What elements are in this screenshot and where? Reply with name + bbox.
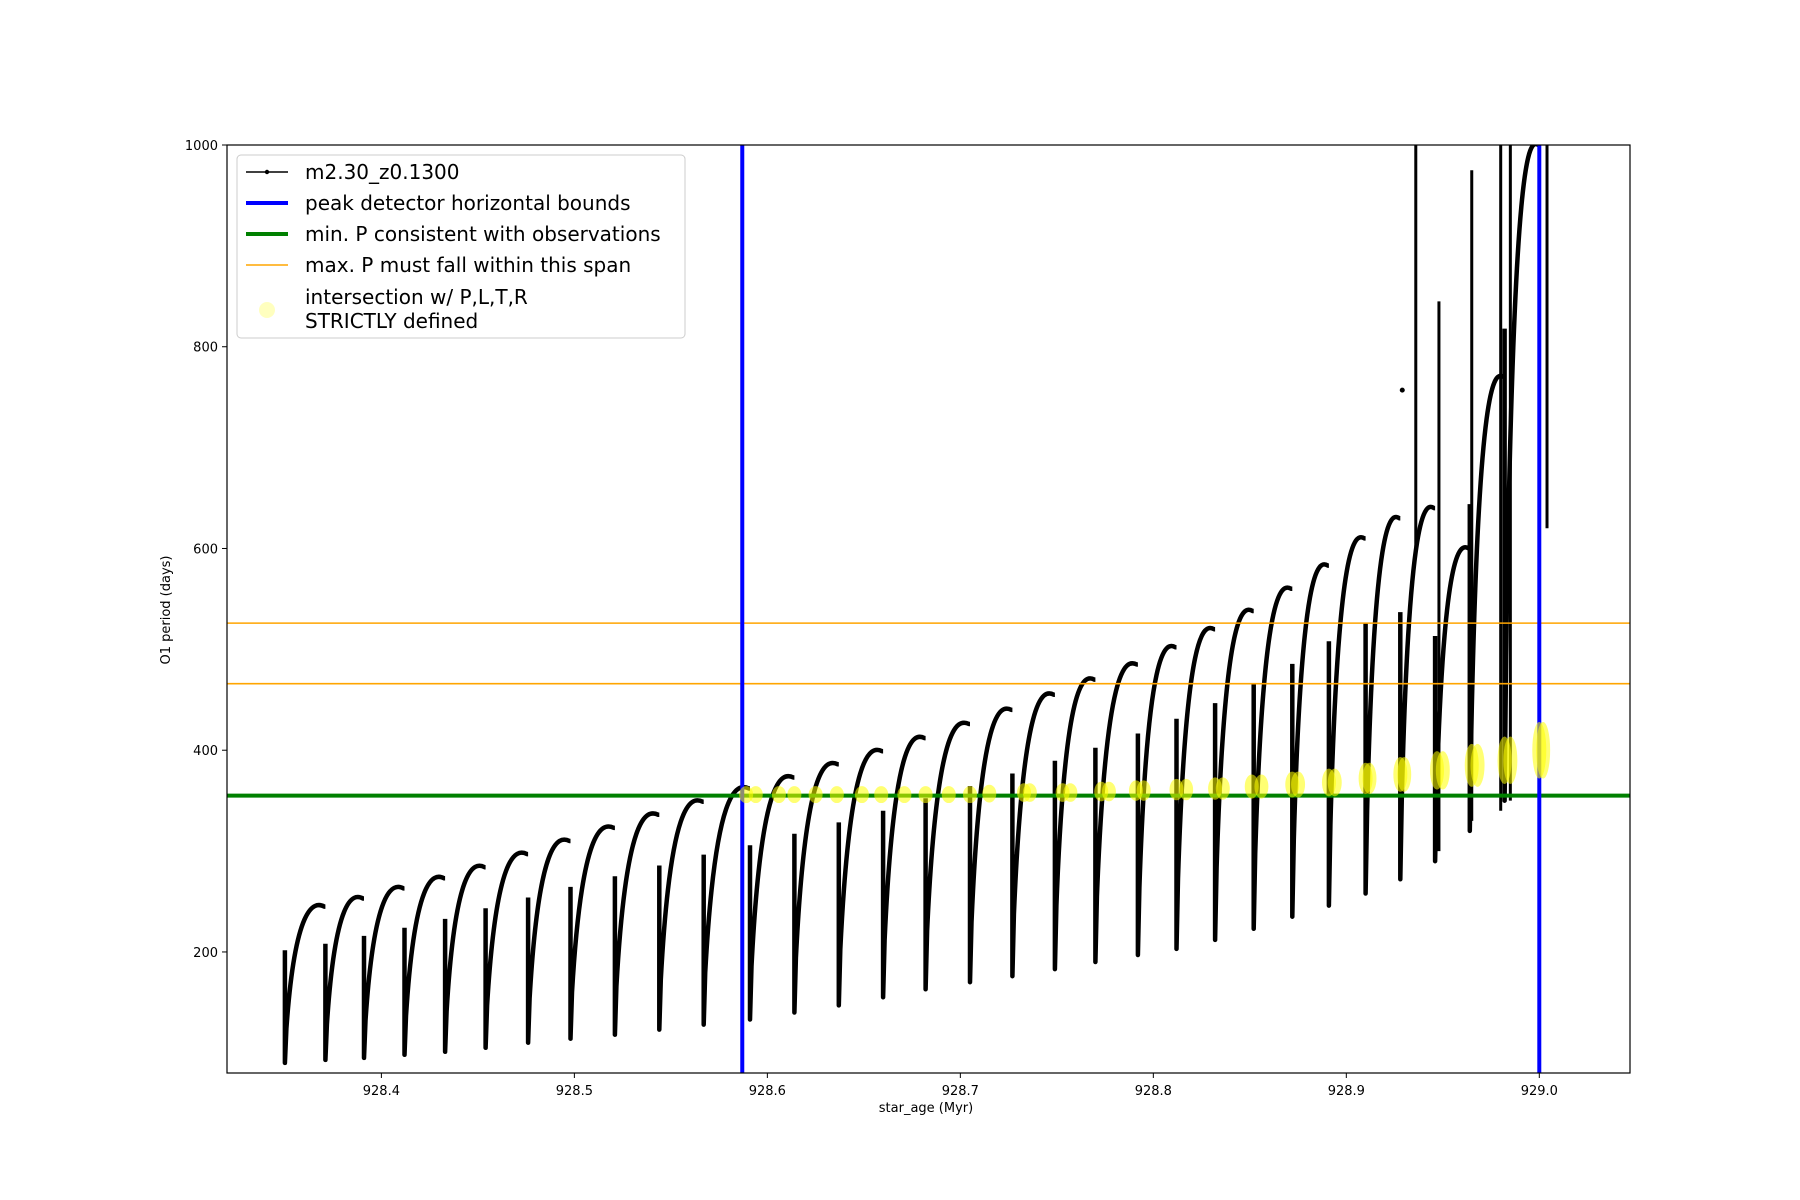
series-cycle-3 — [402, 874, 447, 1058]
series-cycle-5 — [483, 850, 530, 1051]
series-cycle-20 — [1135, 643, 1178, 958]
intersection-marker-20 — [1136, 780, 1151, 801]
x-tick-label-6: 929.0 — [1521, 1084, 1558, 1099]
intersection-marker-14 — [1022, 783, 1037, 802]
intersection-marker-10 — [941, 786, 956, 804]
y-tick-label-4: 1000 — [185, 139, 218, 154]
series-cycle-22 — [1212, 607, 1255, 943]
intersection-marker-2 — [771, 786, 786, 804]
intersection-marker-0 — [739, 786, 754, 804]
intersection-marker-16 — [1063, 783, 1078, 802]
series-cycle-21 — [1174, 625, 1217, 952]
series-cycle-1 — [323, 894, 366, 1063]
intersection-marker-26 — [1254, 774, 1269, 799]
intersection-marker-12 — [982, 784, 997, 803]
intersection-marker-9 — [918, 786, 933, 804]
x-tick-label-2: 928.6 — [749, 1084, 786, 1099]
legend-entry-2-label: min. P consistent with observations — [305, 222, 661, 246]
legend-entry-4-label-line2: STRICTLY defined — [305, 309, 478, 333]
series-cycle-16 — [967, 706, 1014, 985]
series-cycle-14 — [880, 734, 927, 1000]
legend-entry-0-label: m2.30_z0.1300 — [305, 160, 460, 184]
x-axis-label: star_age (Myr) — [879, 1101, 973, 1116]
intersection-marker-38 — [1470, 743, 1485, 787]
intersection-marker-40 — [1503, 736, 1518, 785]
y-tick-label-1: 400 — [193, 744, 218, 759]
intersection-marker-11 — [962, 786, 977, 804]
y-tick-label-2: 600 — [193, 542, 218, 557]
y-tick-label-3: 800 — [193, 341, 218, 356]
legend-entry-4-label: intersection w/ P,L,T,R — [305, 285, 528, 309]
intersection-marker-25 — [1244, 774, 1259, 799]
intersection-marker-36 — [1435, 751, 1450, 790]
intersection-marker-22 — [1179, 778, 1194, 801]
series-cycle-17 — [1010, 691, 1057, 979]
intersection-marker-30 — [1327, 768, 1342, 797]
intersection-marker-1 — [748, 786, 763, 804]
series-cycle-19 — [1093, 661, 1140, 965]
legend-box — [236, 154, 686, 339]
x-tick-label-5: 928.9 — [1328, 1084, 1365, 1099]
x-tick-label-3: 928.7 — [942, 1084, 979, 1099]
legend-entry-1-label: peak detector horizontal bounds — [305, 191, 631, 215]
series-cycle-13 — [836, 747, 885, 1008]
series-cycle-18 — [1052, 676, 1097, 972]
intersection-marker-28 — [1291, 771, 1306, 798]
axes-frame — [226, 144, 1631, 1074]
y-axis-label: O1 period (days) — [159, 555, 174, 664]
y-tick-label-0: 200 — [193, 946, 218, 961]
series-cycle-0 — [282, 902, 327, 1066]
x-tick-label-4: 928.8 — [1135, 1084, 1172, 1099]
intersection-marker-42 — [1536, 721, 1551, 779]
series-point-0 — [1399, 387, 1405, 393]
series-cycle-9 — [657, 798, 705, 1032]
x-tick-label-0: 928.4 — [363, 1084, 400, 1099]
axes: 928.4 928.5 928.6 928.7 928.8 928.9 929.0 200 40… — [185, 139, 1631, 1099]
x-tick-label-1: 928.5 — [556, 1084, 593, 1099]
series-cycle-7 — [568, 824, 617, 1041]
legend-entry-0-marker — [264, 169, 270, 175]
plot-area — [227, 145, 1630, 1073]
legend-entry-3-label: max. P must fall within this span — [305, 253, 631, 277]
intersection-marker-3 — [787, 786, 802, 804]
series-cycle-4 — [442, 863, 487, 1055]
series-cycle-24 — [1290, 562, 1331, 919]
legend-entry-4-marker — [259, 302, 275, 318]
intersection-marker-34 — [1397, 756, 1412, 792]
series-cycle-23 — [1251, 585, 1294, 932]
series-cycle-15 — [923, 720, 972, 992]
intersection-marker-5 — [829, 786, 844, 804]
intersection-marker-24 — [1215, 777, 1230, 800]
intersection-marker-32 — [1362, 762, 1377, 795]
series-cycle-30 — [1502, 145, 1541, 803]
intersection-marker-7 — [874, 786, 889, 804]
intersection-marker-8 — [897, 786, 912, 804]
intersection-marker-4 — [808, 786, 823, 804]
intersection-marker-6 — [854, 786, 869, 804]
series-cycle-2 — [361, 884, 406, 1061]
series-cycle-6 — [525, 837, 572, 1045]
intersection-marker-21 — [1169, 778, 1184, 801]
series-cycle-8 — [612, 811, 661, 1037]
intersection-marker-18 — [1101, 781, 1116, 802]
series-cycle-11 — [747, 773, 796, 1022]
